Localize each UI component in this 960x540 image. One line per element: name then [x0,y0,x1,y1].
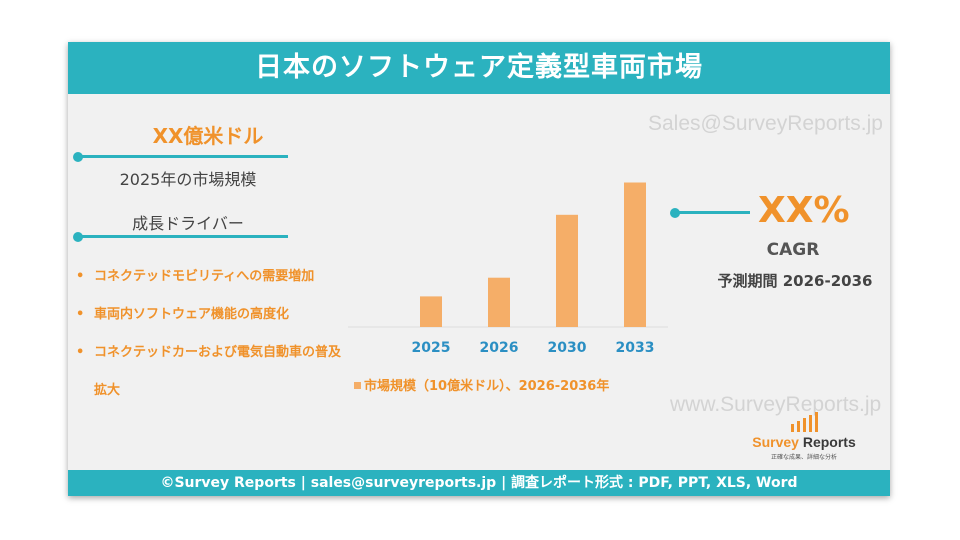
tick-label-group: 20252026203020332036 [412,340,655,356]
cagr-value: XX% [758,190,850,231]
drivers-list: コネクテッドモビリティへの需要増加 車両内ソフトウェア機能の高度化 コネクテッド… [74,258,344,410]
bar-2033 [624,182,646,327]
infographic-card: 日本のソフトウェア定義型車両市場 Sales@SurveyReports.jp … [68,42,890,496]
legend-swatch [354,382,361,389]
watermark-website: www.SurveyReports.jp [670,393,882,416]
page-title: 日本のソフトウェア定義型車両市場 [68,42,890,94]
tick-label-2033: 2033 [616,340,655,356]
drivers-divider [78,235,288,238]
bar-2030 [556,214,578,327]
logo-tagline: 正確な成果、詳細な分析 [770,454,837,461]
driver-item: コネクテッドカーおよび電気自動車の普及拡大 [74,334,344,410]
legend-label: 市場規模（10億米ドル）、2026-2036年 [364,378,609,392]
logo-name-reports: Reports [802,434,856,450]
bar-2026 [488,277,510,327]
logo-name: Survey Reports [744,434,864,450]
tick-label-2030: 2030 [548,340,587,356]
footer-bar: ©Survey Reports | sales@surveyreports.jp… [68,470,890,496]
tick-label-2026: 2026 [480,340,519,356]
market-size-bar-chart: 20252026203020332036 市場規模（10億米ドル）、2026-2… [348,182,668,392]
forecast-period: 予測期間 2026-2036 [717,272,873,290]
logo-name-survey: Survey [752,434,799,450]
market-value: XX億米ドル [152,124,264,148]
tick-label-2025: 2025 [412,340,451,356]
bar-chart-icon [791,412,818,432]
drivers-heading: 成長ドライバー [132,214,244,233]
watermark-email: Sales@SurveyReports.jp [648,112,883,135]
market-label: 2025年の市場規模 [119,170,257,189]
cagr-divider [675,211,750,214]
bar-group [420,182,646,327]
cagr-label: CAGR [766,240,820,260]
driver-item: コネクテッドモビリティへの需要増加 [74,258,344,296]
driver-item: 車両内ソフトウェア機能の高度化 [74,296,344,334]
market-divider [78,155,288,158]
bar-2025 [420,296,442,327]
